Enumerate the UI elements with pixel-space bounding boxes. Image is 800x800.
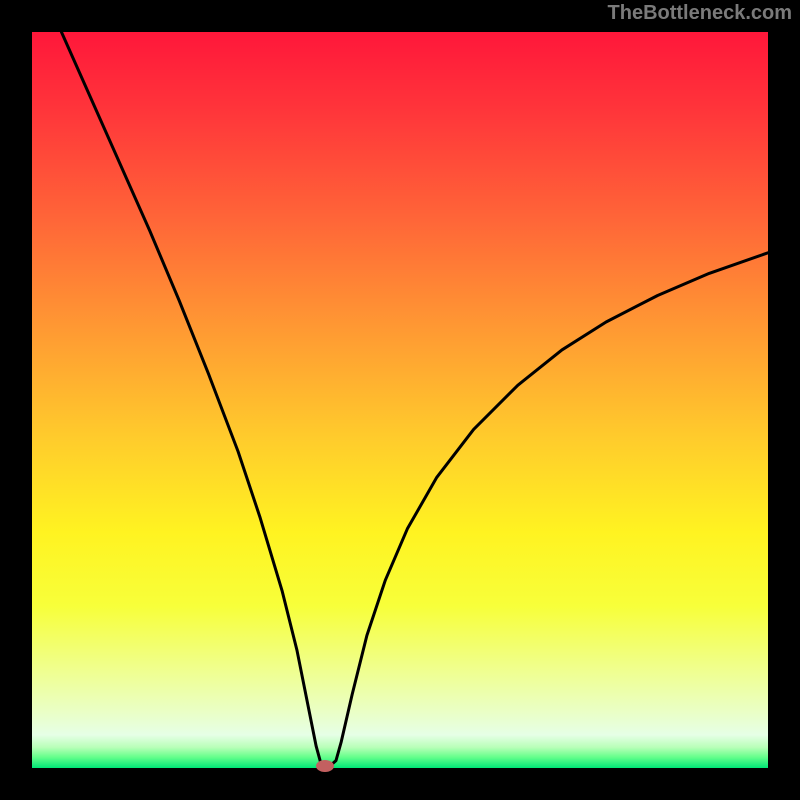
vertex-marker	[316, 760, 334, 772]
plot-area	[32, 32, 768, 768]
curve-svg	[32, 32, 768, 768]
watermark-text: TheBottleneck.com	[608, 2, 792, 25]
v-curve-path	[61, 32, 768, 766]
chart-container: TheBottleneck.com	[0, 0, 800, 800]
